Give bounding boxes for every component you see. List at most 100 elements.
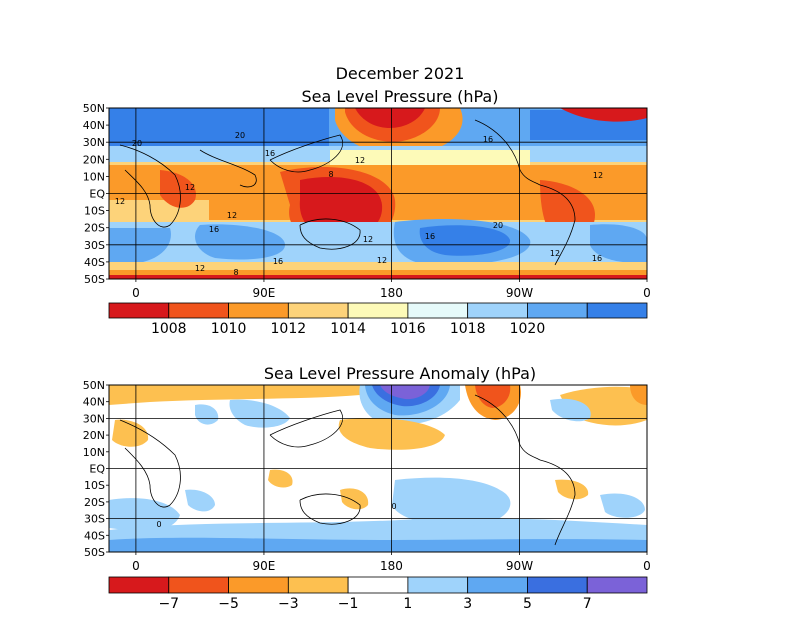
colorbar-swatch <box>168 576 229 594</box>
contour-label: 8 <box>328 170 333 179</box>
colorbar-label: 1 <box>403 596 412 612</box>
colorbar-swatch <box>108 302 170 319</box>
lon-label: 180 <box>380 286 403 300</box>
colorbar-label: −7 <box>158 596 179 612</box>
lat-label: 50N <box>83 102 105 115</box>
colorbar-swatch <box>407 576 469 594</box>
colorbar-label: 7 <box>583 596 592 612</box>
colorbar-label: 5 <box>523 596 532 612</box>
contour-label: 20 <box>235 131 245 140</box>
contour-label: 16 <box>425 232 435 241</box>
colorbar-label: −3 <box>278 596 299 612</box>
slp-colorbar: 1008 1010 1012 1014 1016 1018 1020 <box>108 302 648 337</box>
anomaly-grid <box>109 385 647 552</box>
anomaly-contour-labels: 00 <box>156 502 396 529</box>
contour-label: 16 <box>265 149 275 158</box>
anomaly-lon-labels: 0 90E 180 90W 0 <box>132 552 651 573</box>
colorbar-label: 1010 <box>211 321 247 337</box>
lon-label: 90W <box>506 559 533 573</box>
contour-label: 16 <box>483 135 493 144</box>
lat-label: 20N <box>83 153 105 166</box>
lon-label: 0 <box>643 559 651 573</box>
slp-map: 50N 40N 30N 20N 10N EQ 10S 20S 30S 40S 50S 0 90E 180… <box>83 102 651 337</box>
colorbar-label: 1016 <box>390 321 426 337</box>
slp-lat-labels: 50N 40N 30N 20N 10N EQ 10S 20S 30S 40S 50S <box>83 102 109 286</box>
contour-label: 12 <box>195 264 205 273</box>
contour-label: 8 <box>233 268 238 277</box>
lon-label: 180 <box>380 559 403 573</box>
colorbar-swatch <box>287 576 349 594</box>
slp-contour-labels: 20 20 16 16 12 12 8 12 12 12 16 16 20 12 12 16 12 16 12 8 <box>115 131 603 277</box>
colorbar-label: 1014 <box>330 321 366 337</box>
lat-label: 40S <box>84 256 105 269</box>
lon-label: 90E <box>253 559 276 573</box>
lat-label: 30N <box>83 412 105 425</box>
contour-label: 12 <box>185 183 195 192</box>
lat-label: 40S <box>84 529 105 542</box>
lon-label: 0 <box>132 286 140 300</box>
colorbar-swatch <box>407 302 469 319</box>
colorbar-label: 1008 <box>151 321 187 337</box>
lon-label: 0 <box>643 286 651 300</box>
contour-label: 12 <box>227 211 237 220</box>
contour-label: 20 <box>493 221 503 230</box>
lat-label: 10S <box>84 205 105 218</box>
page-subtitle: Sea Level Pressure (hPa) <box>301 87 499 106</box>
contour-label: 0 <box>391 502 396 511</box>
lat-label: 20N <box>83 429 105 442</box>
contour-label: 16 <box>592 254 602 263</box>
colorbar-swatch <box>527 576 588 594</box>
lat-label: 30S <box>84 239 105 252</box>
contour-label: 0 <box>156 520 161 529</box>
lon-label: 90E <box>253 286 276 300</box>
contour-label: 12 <box>550 249 560 258</box>
lat-label: 20S <box>84 496 105 509</box>
contour-label: 16 <box>209 225 219 234</box>
lat-label: 30S <box>84 513 105 526</box>
anomaly-lat-labels: 50N 40N 30N 20N 10N EQ 10S 20S 30S 40S 50S <box>83 379 109 559</box>
colorbar-swatch <box>467 576 528 594</box>
colorbar-label: 3 <box>463 596 472 612</box>
lat-label: 30N <box>83 136 105 149</box>
lat-label: 20S <box>84 222 105 235</box>
anomaly-title: Sea Level Pressure Anomaly (hPa) <box>263 364 537 383</box>
lat-label: EQ <box>89 188 105 201</box>
anomaly-colorbar: −7 −5 −3 −1 1 3 5 7 <box>108 576 648 612</box>
colorbar-swatch <box>586 302 648 319</box>
contour-label: 20 <box>132 139 142 148</box>
lat-label: 50S <box>84 546 105 559</box>
lat-label: 50N <box>83 379 105 392</box>
lat-label: 10N <box>83 446 105 459</box>
colorbar-label: 1012 <box>271 321 307 337</box>
colorbar-swatch <box>287 302 349 319</box>
lat-label: 10N <box>83 170 105 183</box>
anomaly-coastlines <box>119 394 576 546</box>
colorbar-swatch <box>228 302 289 319</box>
page-title: December 2021 <box>335 64 465 83</box>
colorbar-label: −5 <box>218 596 239 612</box>
contour-label: 16 <box>273 257 283 266</box>
slp-grid <box>109 108 647 279</box>
lat-label: 10S <box>84 479 105 492</box>
lat-label: 40N <box>83 396 105 409</box>
anomaly-map: 50N 40N 30N 20N 10N EQ 10S 20S 30S 40S 50S 0 90E 180… <box>83 379 651 612</box>
lat-label: 40N <box>83 119 105 132</box>
colorbar-swatch <box>347 302 409 319</box>
colorbar-label: 1018 <box>450 321 486 337</box>
contour-label: 12 <box>355 156 365 165</box>
lat-label: EQ <box>89 463 105 476</box>
colorbar-swatch <box>586 576 648 594</box>
colorbar-swatch <box>347 576 409 594</box>
contour-label: 12 <box>377 256 387 265</box>
contour-label: 12 <box>593 171 603 180</box>
colorbar-swatch <box>228 576 289 594</box>
lon-label: 0 <box>132 559 140 573</box>
slp-lon-labels: 0 90E 180 90W 0 <box>132 279 651 300</box>
colorbar-swatch <box>168 302 229 319</box>
colorbar-swatch <box>108 576 170 594</box>
contour-label: 12 <box>115 197 125 206</box>
colorbar-swatch <box>527 302 588 319</box>
colorbar-label: 1020 <box>510 321 546 337</box>
colorbar-label: −1 <box>338 596 359 612</box>
